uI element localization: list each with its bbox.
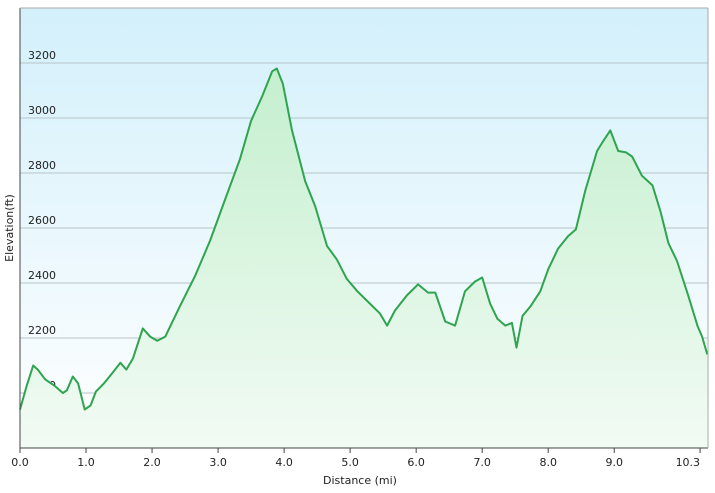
y-axis-label: Elevation(ft) — [3, 194, 16, 262]
area-fill — [20, 68, 708, 448]
x-tick-label: 9.0 — [605, 456, 623, 469]
x-tick-label: 8.0 — [539, 456, 557, 469]
y-tick-label: 2800 — [28, 159, 56, 172]
x-axis-label: Distance (mi) — [323, 474, 397, 487]
x-tick-label: 1.0 — [77, 456, 95, 469]
x-tick-label: 10.3 — [676, 456, 701, 469]
elevation-line — [19, 67, 709, 411]
x-tick-label: 6.0 — [407, 456, 425, 469]
x-tick-label: 4.0 — [275, 456, 293, 469]
y-tick-label: 3000 — [28, 104, 56, 117]
x-tick-label: 2.0 — [143, 456, 161, 469]
y-tick-label: 2400 — [28, 269, 56, 282]
y-tick-label: 3200 — [28, 49, 56, 62]
y-tick-label: 2600 — [28, 214, 56, 227]
x-tick-label: 0.0 — [11, 456, 29, 469]
x-tick-label: 5.0 — [341, 456, 359, 469]
x-tick-label: 3.0 — [209, 456, 227, 469]
x-tick-label: 7.0 — [473, 456, 491, 469]
y-tick-label: 2200 — [28, 324, 56, 337]
